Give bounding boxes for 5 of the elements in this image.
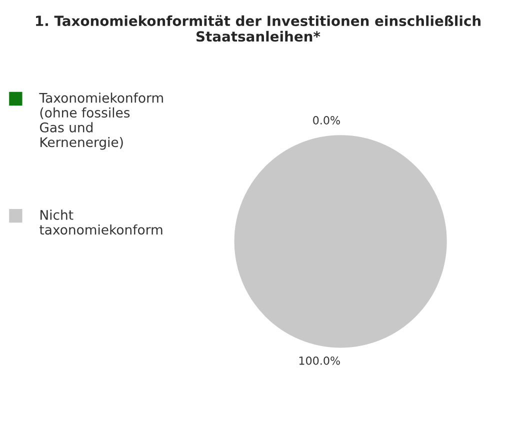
chart-title: 1. Taxonomiekonformität der Investitionen einschließlich Staatsanleihen* bbox=[36, 15, 480, 42]
legend-label: Nicht taxonomiekonform bbox=[40, 210, 162, 235]
text: 0.0% bbox=[313, 116, 340, 124]
data-label: 100.0% bbox=[299, 356, 340, 365]
legend-label: Taxonomiekonform (ohne fossiles Gas und Kernenergie) bbox=[39, 92, 163, 150]
